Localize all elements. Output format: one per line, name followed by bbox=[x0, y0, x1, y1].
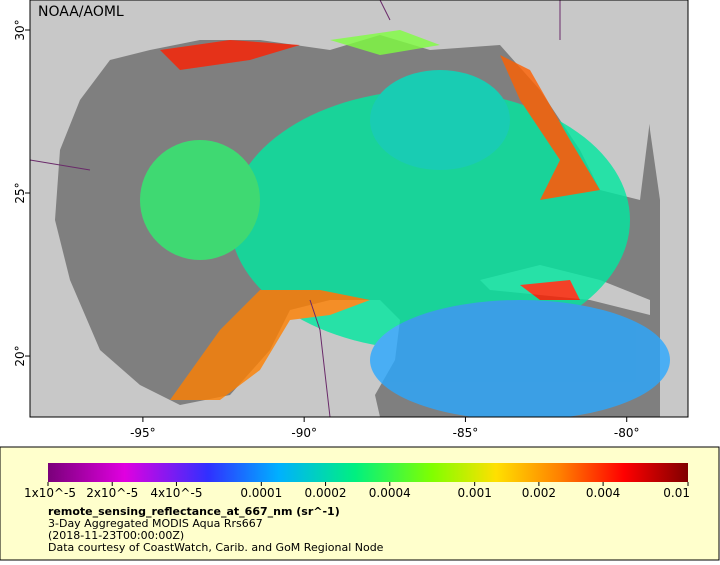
colorbar-tick-label: 4x10^-5 bbox=[150, 486, 202, 500]
lat-tick-label: 20° bbox=[13, 345, 27, 366]
colorbar-tick-label: 2x10^-5 bbox=[86, 486, 138, 500]
land-east bbox=[640, 0, 688, 417]
colorbar bbox=[48, 463, 688, 482]
colorbar-tick-label: 0.0004 bbox=[369, 486, 411, 500]
lon-tick-label: -85° bbox=[453, 426, 479, 440]
colorbar-tick-label: 0.0002 bbox=[305, 486, 347, 500]
lon-tick-label: -95° bbox=[130, 426, 156, 440]
colorbar-tick-label: 0.0001 bbox=[240, 486, 282, 500]
legend-source: Data courtesy of CoastWatch, Carib. and … bbox=[48, 541, 384, 554]
lon-tick-label: -80° bbox=[614, 426, 640, 440]
map-area bbox=[30, 0, 688, 417]
map-frame bbox=[29, 0, 689, 418]
colorbar-tick-label: 1x10^-5 bbox=[24, 486, 76, 500]
legend-description: 3-Day Aggregated MODIS Aqua Rrs667 bbox=[48, 517, 263, 530]
lon-tick-label: -90° bbox=[291, 426, 317, 440]
reflectance-field bbox=[140, 30, 670, 417]
colorbar-tick-label: 0.001 bbox=[457, 486, 491, 500]
borders bbox=[30, 0, 561, 417]
lat-tick-label: 30° bbox=[13, 19, 27, 40]
lat-tick-label: 25° bbox=[13, 182, 27, 203]
legend-date: (2018-11-23T00:00:00Z) bbox=[48, 529, 184, 542]
colorbar-tick-label: 0.004 bbox=[586, 486, 620, 500]
legend-variable: remote_sensing_reflectance_at_667_nm (sr… bbox=[48, 505, 340, 518]
colorbar-tick-label: 0.01 bbox=[663, 486, 690, 500]
credit: NOAA/AOML bbox=[38, 4, 124, 20]
colorbar-tick-label: 0.002 bbox=[522, 486, 556, 500]
